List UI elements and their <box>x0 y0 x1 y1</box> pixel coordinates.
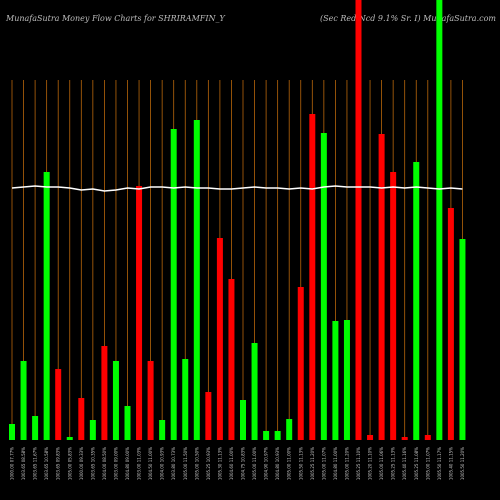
x-tick-label: 1005.00 11.20% <box>344 447 349 480</box>
x-tick-label: 1005.50 11.17% <box>437 447 442 480</box>
x-tick-label: 1004.80 10.93% <box>275 447 280 480</box>
bar <box>240 400 246 440</box>
bar <box>124 406 131 440</box>
bar <box>263 431 270 440</box>
bar <box>332 321 339 440</box>
bar <box>159 420 166 440</box>
bar <box>320 133 327 440</box>
x-tick-label: 1004.90 10.97% <box>264 447 269 480</box>
bar <box>182 359 189 440</box>
x-tick-label: 1005.00 11.00% <box>252 447 257 480</box>
bar <box>170 129 177 440</box>
x-tick-label: 1005.00 11.07% <box>425 447 430 480</box>
x-tick-label: 1005.00 05.83% <box>67 447 72 480</box>
x-tick-label: 1005.20 11.10% <box>368 447 373 480</box>
x-tick-label: 1005.00 11.00% <box>287 447 292 480</box>
bar <box>147 361 154 440</box>
bar <box>286 419 293 440</box>
x-tick-label: 1005.40 11.16% <box>402 447 407 480</box>
x-tick-label: 1004.80 11.00% <box>333 447 338 480</box>
x-tick-label: 1005.25 11.20% <box>310 447 315 480</box>
bar <box>251 343 258 440</box>
x-tick-label: 1004.00 10.93% <box>160 447 165 480</box>
x-tick-label: 1005.00 10.50% <box>194 447 199 480</box>
x-tick-label: 1003.00 11.03% <box>137 447 142 480</box>
bar <box>136 186 143 440</box>
x-tick-label: 1004.50 11.00% <box>148 447 153 480</box>
x-tick-label: 1004.75 10.83% <box>241 447 246 480</box>
x-tick-label: 1003.80 10.73% <box>171 447 176 480</box>
bar <box>413 162 420 440</box>
x-tick-label: 1000.00 09.33% <box>79 447 84 480</box>
x-tick-label: 1005.30 11.13% <box>217 447 222 480</box>
x-tick-label: 1003.00 09.00% <box>113 447 118 480</box>
bar <box>447 208 454 440</box>
bar <box>401 437 408 440</box>
bar <box>390 172 397 440</box>
bar <box>216 238 223 440</box>
bar <box>43 172 50 440</box>
bar <box>343 320 350 440</box>
bar <box>205 392 212 440</box>
x-tick-label: 1005.00 11.06% <box>379 447 384 480</box>
x-tick-label: 1005.25 11.10% <box>356 447 361 480</box>
x-tick-label: 1005.00 11.50% <box>183 447 188 480</box>
bar <box>459 239 466 440</box>
x-tick-label: 1005.50 11.13% <box>298 447 303 480</box>
x-tick-label: 1005.00 11.07% <box>321 447 326 480</box>
bar <box>424 435 431 440</box>
x-tick-label: 1005.50 11.20% <box>460 447 465 480</box>
bar <box>355 0 362 440</box>
bar <box>20 361 27 440</box>
x-tick-label: 1000.00 07.77% <box>10 447 15 480</box>
x-tick-label: 1003.65 10.35% <box>90 447 95 480</box>
x-tick-label: 1005.25 11.08% <box>414 447 419 480</box>
bar <box>193 120 200 440</box>
money-flow-line <box>11 185 463 192</box>
x-tick-label: 1005.25 10.93% <box>206 447 211 480</box>
bar <box>297 287 304 440</box>
bar <box>66 437 73 440</box>
bar <box>55 369 62 440</box>
x-tick-label: 1003.65 10.58% <box>44 447 49 480</box>
chart-title: MunafaSutra Money Flow Charts for SHRIRA… <box>5 14 225 23</box>
bar <box>112 361 119 440</box>
bar <box>436 0 443 440</box>
x-tick-label: 1003.65 11.67% <box>33 447 38 480</box>
x-tick-label: 1004.00 08.50% <box>102 447 107 480</box>
bar <box>101 346 108 440</box>
bar <box>32 416 39 440</box>
x-tick-label: 1003.65 09.83% <box>56 447 61 480</box>
bar <box>378 134 385 440</box>
bar <box>274 431 281 440</box>
bar <box>309 114 316 440</box>
chart-subtitle: (Sec Red Ncd 9.1% Sr. I) MunafaSutra.com <box>320 14 496 23</box>
x-tick-label: 1004.80 09.00% <box>125 447 130 480</box>
bar <box>78 398 85 440</box>
x-tick-label: 1005.25 11.13% <box>391 447 396 480</box>
x-tick-label: 1004.60 11.00% <box>229 447 234 480</box>
bar <box>9 424 15 440</box>
bar <box>228 279 235 440</box>
bar <box>89 420 96 440</box>
x-tick-label: 1003.65 08.58% <box>21 447 26 480</box>
x-tick-label: 1005.40 11.15% <box>448 447 453 480</box>
bar <box>367 435 374 440</box>
